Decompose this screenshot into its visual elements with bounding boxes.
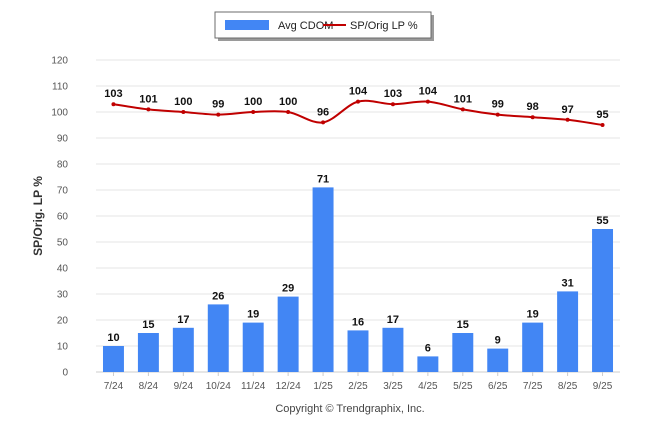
x-tick-label: 7/25 [523, 381, 543, 392]
bar [102, 346, 124, 372]
bar-data-label: 26 [212, 290, 224, 302]
y-tick-label: 60 [57, 212, 69, 223]
line-point [530, 115, 535, 120]
x-tick-label: 10/24 [206, 381, 231, 392]
bar-data-label: 19 [527, 309, 539, 321]
x-tick-label: 8/25 [558, 381, 578, 392]
line-data-label: 103 [104, 88, 122, 100]
bar [207, 304, 229, 372]
line-point [251, 110, 256, 114]
x-tick-label: 9/24 [174, 381, 194, 392]
bar [277, 296, 299, 372]
bar-data-label: 17 [387, 314, 399, 326]
y-tick-label: 100 [51, 108, 68, 119]
line-point [111, 102, 116, 107]
y-tick-label: 10 [57, 342, 69, 353]
bar-data-label: 19 [247, 309, 259, 321]
x-tick-label: 7/24 [104, 381, 124, 392]
legend-label-bar: Avg CDOM [278, 20, 333, 32]
line-data-label: 100 [244, 96, 262, 108]
bar [312, 187, 334, 372]
bar [522, 322, 544, 372]
line-point [146, 107, 151, 112]
bar [592, 229, 614, 372]
line-point [321, 120, 326, 125]
bar-data-label: 17 [177, 314, 189, 326]
x-tick-label: 8/24 [139, 381, 159, 392]
line-point [356, 99, 360, 104]
bar [242, 322, 264, 372]
x-tick-label: 4/25 [418, 381, 438, 392]
line-data-label: 100 [279, 96, 297, 108]
y-tick-label: 50 [57, 238, 69, 249]
y-tick-label: 70 [57, 186, 69, 197]
bar [172, 327, 194, 372]
line-point [216, 112, 221, 117]
line-point [390, 102, 395, 107]
legend-swatch-bar [225, 20, 269, 30]
line-point [460, 107, 465, 112]
y-tick-label: 110 [52, 82, 68, 93]
bar-data-label: 71 [317, 173, 329, 185]
x-tick-label: 12/24 [276, 381, 301, 392]
line-series: 103 101 100 99 100 100 96 104 103 104 101 99 98 97 95 [104, 86, 609, 127]
bar [347, 330, 369, 372]
line-data-label: 99 [212, 99, 224, 111]
line-data-label: 99 [492, 99, 504, 111]
bar [487, 348, 509, 372]
line-point [600, 123, 605, 127]
bar-data-label: 16 [352, 316, 364, 328]
x-axis: 7/24 8/24 9/24 10/24 11/24 12/24 1/25 2/25 3/25 4… [104, 372, 613, 392]
x-tick-label: 9/25 [593, 381, 613, 392]
line-data-label: 95 [596, 109, 608, 121]
y-tick-label: 0 [62, 368, 68, 379]
y-tick-label: 30 [57, 290, 69, 301]
line-data-label: 103 [384, 88, 402, 100]
x-tick-label: 2/25 [348, 381, 368, 392]
x-tick-label: 11/24 [241, 381, 266, 392]
y-axis: 0 10 20 30 40 50 60 70 80 90 100 110 120 [51, 56, 68, 379]
bar-data-label: 15 [142, 319, 154, 331]
line-point [425, 99, 430, 104]
line-data-label: 97 [561, 104, 573, 116]
copyright-footer: Copyright © Trendgraphix, Inc. [275, 403, 424, 415]
bar-data-label: 6 [425, 342, 431, 354]
bar-series: 10 15 17 26 19 29 71 16 17 6 15 9 19 31 55 [102, 173, 614, 372]
legend-label-line: SP/Orig LP % [350, 20, 418, 32]
y-tick-label: 40 [57, 264, 69, 275]
line-point [181, 110, 186, 114]
bar [382, 327, 404, 372]
y-axis-title: SP/Orig. LP % [31, 176, 45, 256]
line-point [565, 117, 570, 122]
bar-data-label: 15 [457, 319, 469, 331]
line-point [495, 112, 500, 117]
x-tick-label: 1/25 [313, 381, 333, 392]
bar [417, 356, 439, 372]
x-tick-label: 6/25 [488, 381, 508, 392]
line-data-label: 100 [174, 96, 192, 108]
line-data-label: 98 [527, 101, 539, 113]
y-tick-label: 20 [57, 316, 69, 327]
bar [452, 333, 474, 372]
line-data-label: 101 [454, 93, 472, 105]
bar-data-label: 55 [596, 215, 608, 227]
line-data-label: 101 [139, 93, 157, 105]
bar [557, 291, 579, 372]
y-tick-label: 90 [57, 134, 69, 145]
line-data-label: 104 [349, 86, 368, 98]
y-tick-label: 120 [51, 56, 68, 67]
line-point [286, 110, 291, 114]
bar-data-label: 29 [282, 283, 294, 295]
line-data-label: 96 [317, 106, 329, 118]
bar-data-label: 31 [561, 277, 573, 289]
bar-data-label: 9 [495, 335, 501, 347]
bar [137, 333, 159, 372]
x-tick-label: 3/25 [383, 381, 403, 392]
line-data-label: 104 [419, 86, 438, 98]
bar-data-label: 10 [107, 332, 119, 344]
x-tick-label: 5/25 [453, 381, 473, 392]
legend: Avg CDOM SP/Orig LP % [214, 11, 434, 41]
y-tick-label: 80 [57, 160, 69, 171]
